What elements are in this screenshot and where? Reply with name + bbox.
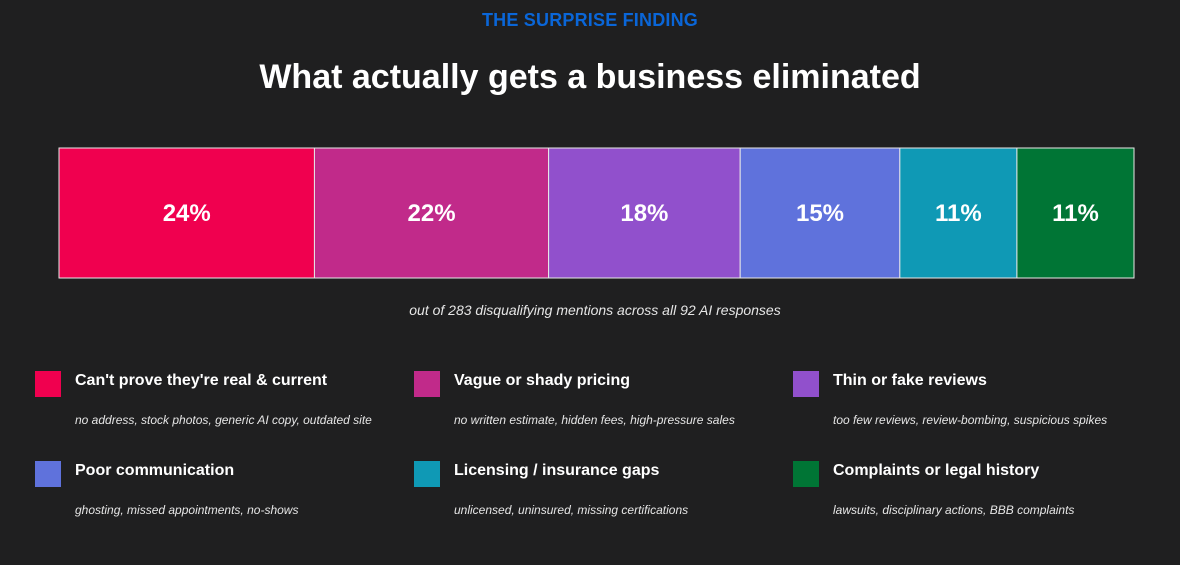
- bar-value-label-licensing: 11%: [935, 200, 982, 227]
- bar-value-label-complaints: 11%: [1052, 200, 1099, 227]
- stacked-bar-chart: 24% 22% 18% 15% 11% 11%: [58, 147, 1135, 279]
- legend-description: too few reviews, review-bombing, suspici…: [833, 413, 1108, 427]
- bar-value-label-pricing: 22%: [408, 200, 456, 227]
- legend-swatch-communication: [35, 461, 61, 487]
- legend-label: Complaints or legal history: [833, 462, 1040, 479]
- chart-subtitle: out of 283 disqualifying mentions across…: [409, 302, 781, 318]
- bar-segment-licensing: [899, 147, 1018, 279]
- eyebrow-label: THE SURPRISE FINDING: [481, 10, 699, 30]
- legend-item-reviews: Thin or fake reviews too few reviews, re…: [793, 371, 1163, 441]
- legend-label: Licensing / insurance gaps: [454, 462, 660, 479]
- legend-label: Thin or fake reviews: [833, 372, 987, 389]
- legend-item-real-current: Can't prove they're real & current no ad…: [35, 371, 405, 441]
- bar-value-label-reviews: 18%: [620, 200, 668, 227]
- legend-label: Can't prove they're real & current: [75, 372, 328, 389]
- legend-description: no written estimate, hidden fees, high-p…: [454, 413, 735, 427]
- bar-segment-reviews: [548, 147, 741, 279]
- legend-description: ghosting, missed appointments, no-shows: [75, 503, 299, 517]
- legend-swatch-pricing: [414, 371, 440, 397]
- legend-label: Poor communication: [75, 462, 235, 479]
- chart-title: What actually gets a business eliminated: [259, 58, 921, 96]
- legend-item-licensing: Licensing / insurance gaps unlicensed, u…: [414, 461, 784, 531]
- bar-value-label-communication: 15%: [796, 200, 844, 227]
- bar-segment-communication: [739, 147, 901, 279]
- bar-value-label-real-current: 24%: [163, 200, 211, 227]
- legend-label: Vague or shady pricing: [454, 372, 631, 389]
- legend-swatch-real-current: [35, 371, 61, 397]
- bar-segment-complaints: [1016, 147, 1135, 279]
- legend-item-complaints: Complaints or legal history lawsuits, di…: [793, 461, 1163, 531]
- legend-description: lawsuits, disciplinary actions, BBB comp…: [833, 503, 1075, 517]
- legend-description: no address, stock photos, generic AI cop…: [75, 413, 372, 427]
- legend-swatch-licensing: [414, 461, 440, 487]
- legend-swatch-complaints: [793, 461, 819, 487]
- bar-segment-real-current: [58, 147, 315, 279]
- legend-description: unlicensed, uninsured, missing certifica…: [454, 503, 689, 517]
- legend-swatch-reviews: [793, 371, 819, 397]
- legend-item-communication: Poor communication ghosting, missed appo…: [35, 461, 405, 531]
- legend-item-pricing: Vague or shady pricing no written estima…: [414, 371, 784, 441]
